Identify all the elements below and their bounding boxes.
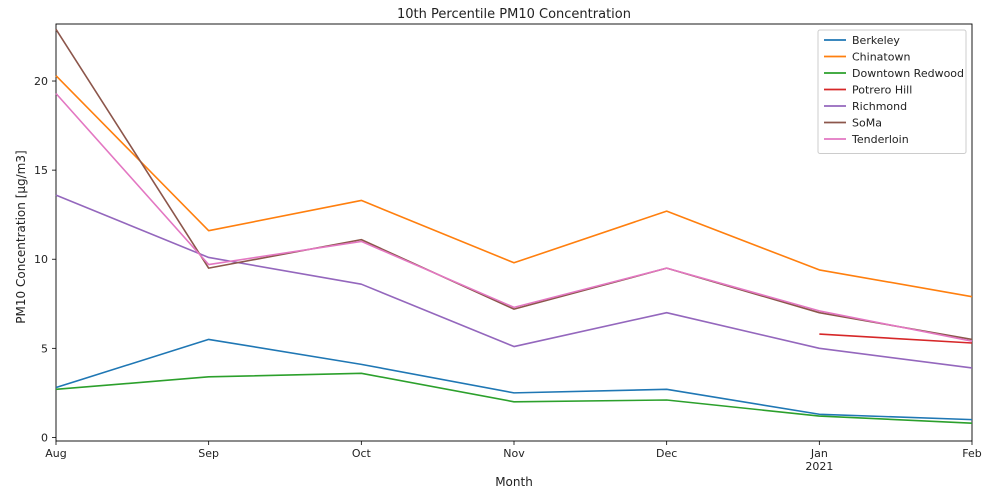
series-line-potrero-hill <box>819 333 973 344</box>
legend-label-tenderloin: Tenderloin <box>851 133 909 146</box>
x-tick-label-dec: Dec <box>656 447 677 460</box>
y-tick-label-5: 5 <box>41 342 48 355</box>
x-tick-label-oct: Oct <box>352 447 372 460</box>
x-year-label: 2021 <box>805 460 833 473</box>
x-tick-label-nov: Nov <box>503 447 525 460</box>
x-tick-label-feb: Feb <box>962 447 981 460</box>
legend-label-downtown-redwood: Downtown Redwood <box>852 67 964 80</box>
legend-label-berkeley: Berkeley <box>852 34 900 47</box>
series-line-downtown-redwood <box>55 372 973 424</box>
series-line-berkeley <box>55 338 973 421</box>
legend-label-chinatown: Chinatown <box>852 51 910 64</box>
legend-label-potrero-hill: Potrero Hill <box>852 84 912 97</box>
x-tick-label-sep: Sep <box>198 447 219 460</box>
y-tick-label-0: 0 <box>41 431 48 444</box>
series-line-tenderloin <box>55 92 973 342</box>
y-axis-title: PM10 Concentration [µg/m3] <box>14 150 28 323</box>
legend: Berkeley Chinatown Downtown Redwood Potrero… <box>817 29 967 154</box>
legend-label-richmond: Richmond <box>852 100 907 113</box>
legend-box <box>817 29 967 154</box>
series-line-chinatown <box>55 75 973 298</box>
x-tick-label-aug: Aug <box>45 447 66 460</box>
series-line-soma <box>55 28 973 341</box>
plot-area: Aug Sep Oct Nov Dec Jan Feb 2021 0 5 10 15 20 <box>34 23 982 473</box>
chart-title: 10th Percentile PM10 Concentration <box>397 7 631 22</box>
x-axis-title: Month <box>495 475 533 489</box>
series-line-richmond <box>55 194 973 369</box>
y-tick-label-15: 15 <box>34 164 48 177</box>
y-tick-label-20: 20 <box>34 75 48 88</box>
x-tick-label-jan: Jan <box>810 447 828 460</box>
legend-label-soma: SoMa <box>852 117 882 130</box>
y-tick-label-10: 10 <box>34 253 48 266</box>
